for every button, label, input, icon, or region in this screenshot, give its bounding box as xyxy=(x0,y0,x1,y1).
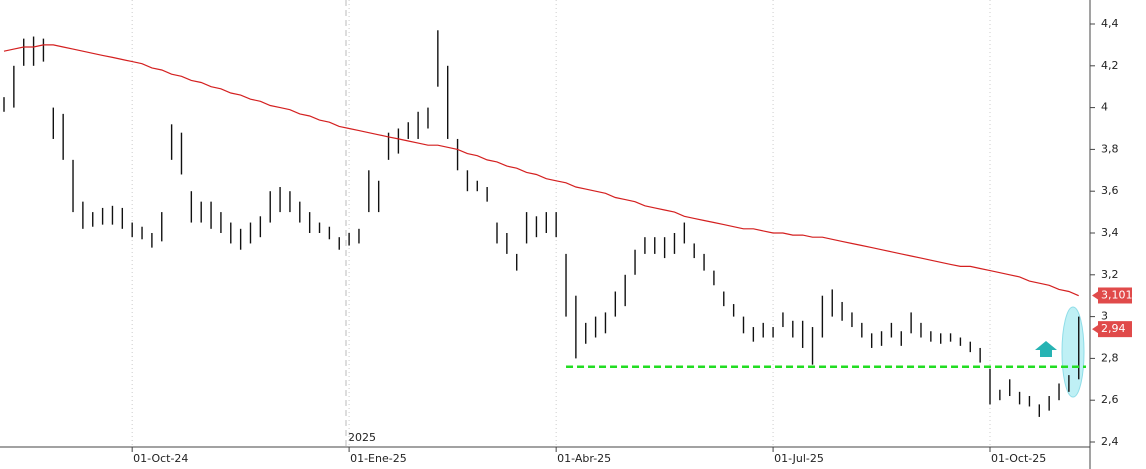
y-tick-label: 3,4 xyxy=(1101,226,1119,239)
x-tick-label: 01-Ene-25 xyxy=(350,452,407,465)
moving-average xyxy=(3,44,1079,297)
y-tick-label: 3,8 xyxy=(1101,142,1119,155)
last-value-pointer xyxy=(1092,325,1098,334)
y-tick-label: 2,4 xyxy=(1101,435,1119,448)
last-value-box xyxy=(1098,321,1132,338)
x-tick-label: 01-Oct-24 xyxy=(133,452,188,465)
y-tick-label: 3,6 xyxy=(1101,184,1119,197)
last-value-label: 2,94 xyxy=(1101,322,1126,335)
last-value-label: 3,101 xyxy=(1101,288,1133,301)
last-value-pointer xyxy=(1092,291,1098,300)
x-tick-label: 01-Oct-25 xyxy=(991,452,1046,465)
y-tick-label: 2,6 xyxy=(1101,393,1119,406)
up-arrow xyxy=(1035,341,1057,357)
year-label: 2025 xyxy=(348,431,376,444)
x-tick-label: 01-Abr-25 xyxy=(557,452,611,465)
y-tick-label: 4,4 xyxy=(1101,17,1119,30)
y-tick-label: 3,2 xyxy=(1101,268,1119,281)
highlight xyxy=(1061,306,1085,398)
y-tick-label: 4,2 xyxy=(1101,59,1119,72)
y-tick-label: 3 xyxy=(1101,310,1108,323)
x-tick-label: 01-Jul-25 xyxy=(774,452,824,465)
last-value-box xyxy=(1098,287,1132,304)
y-tick-label: 2,8 xyxy=(1101,351,1119,364)
y-tick-label: 4 xyxy=(1101,101,1108,114)
